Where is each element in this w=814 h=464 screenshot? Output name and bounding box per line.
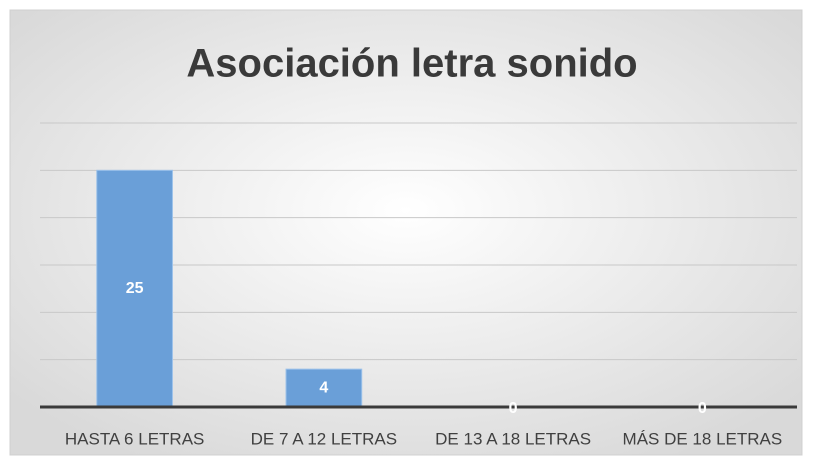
data-label: 4 [319,379,328,396]
data-label: 0 [509,400,518,417]
x-tick-label: HASTA 6 LETRAS [65,429,205,448]
data-label: 25 [126,280,144,297]
data-label: 0 [698,400,707,417]
x-tick-label: MÁS DE 18 LETRAS [623,429,783,448]
x-tick-label: DE 7 A 12 LETRAS [251,429,397,448]
bar [285,368,363,408]
chart-title: Asociación letra sonido [186,42,637,86]
bar [96,169,173,408]
x-tick-label: DE 13 A 18 LETRAS [435,429,591,448]
